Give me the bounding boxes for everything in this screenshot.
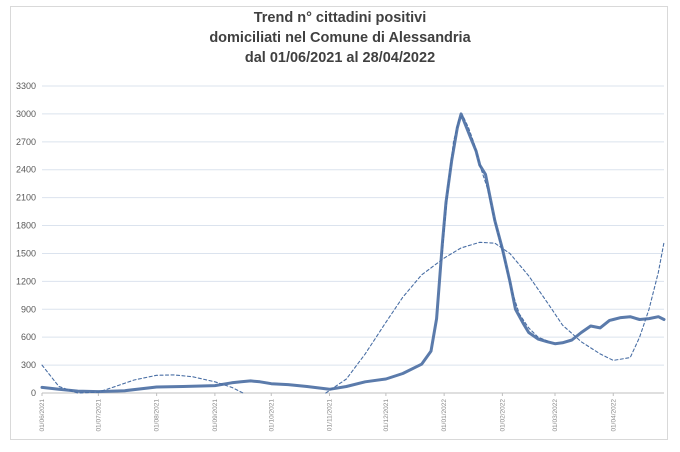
y-tick-label: 2400 [16,165,36,175]
x-axis-labels: 01/06/2021 01/07/2021 01/08/2021 01/09/2021… [39,399,617,432]
x-tick-label: 01/04/2022 [610,399,617,432]
chart-title: Trend n° cittadini positivi domiciliati … [0,8,680,68]
y-tick-label: 1200 [16,276,36,286]
x-tick-label: 01/02/2022 [499,399,506,432]
x-tick-label: 01/06/2021 [39,399,46,432]
y-tick-label: 900 [21,304,36,314]
trend-line-2 [325,241,665,394]
y-tick-label: 3300 [16,81,36,91]
x-tick-label: 01/07/2021 [95,399,102,432]
x-tick-label: 01/12/2021 [383,399,390,432]
chart-title-line-3: dal 01/06/2021 al 28/04/2022 [244,50,436,66]
y-tick-label: 2700 [16,137,36,147]
y-tick-label: 1500 [16,248,36,258]
gridlines [41,85,664,396]
x-tick-label: 01/03/2022 [552,399,559,432]
trend-line-3 [441,115,550,343]
y-tick-label: 300 [21,360,36,370]
y-tick-label: 600 [21,332,36,342]
x-tick-label: 01/01/2022 [441,399,448,432]
y-tick-label: 1800 [16,221,36,231]
x-tick-label: 01/10/2021 [268,399,275,432]
series-lines [40,112,666,394]
y-tick-label: 0 [31,388,36,398]
chart-frame [10,6,668,440]
trend-line-1 [41,364,244,394]
y-tick-label: 3000 [16,109,36,119]
y-axis-labels: 0 300 600 900 1200 1500 1800 2100 2400 2700 3000 33… [16,81,36,398]
chart-title-line-2: domiciliati nel Comune di Alessandria [209,30,471,46]
chart-title-line-1: Trend n° cittadini positivi [253,10,427,26]
x-tick-label: 01/08/2021 [154,399,161,432]
x-tick-label: 01/11/2021 [327,399,334,431]
series-line-positivi [40,112,666,394]
y-tick-label: 2100 [16,193,36,203]
x-tick-label: 01/09/2021 [212,399,219,432]
